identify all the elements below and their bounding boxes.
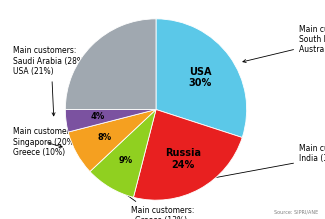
Text: Main customers:
Singapore (20%),
Greece (10%): Main customers: Singapore (20%), Greece …: [13, 127, 79, 157]
Text: 4%: 4%: [90, 112, 105, 121]
Text: USA
30%: USA 30%: [188, 67, 212, 88]
Text: Main customers:
India (33%), China (16%): Main customers: India (33%), China (16%): [209, 144, 325, 180]
Wedge shape: [156, 19, 247, 138]
Text: Russia
24%: Russia 24%: [165, 148, 201, 170]
Text: 8%: 8%: [97, 133, 111, 142]
Wedge shape: [65, 110, 156, 132]
Wedge shape: [65, 19, 156, 110]
Text: Source: SIPRI/ANE: Source: SIPRI/ANE: [274, 210, 318, 215]
Text: Germany: Germany: [128, 155, 177, 165]
Wedge shape: [68, 110, 156, 171]
Text: Main customers:
Saudi Arabia (28%),
USA (21%): Main customers: Saudi Arabia (28%), USA …: [13, 46, 89, 116]
Text: France: France: [66, 115, 103, 125]
Text: UK: UK: [90, 89, 105, 99]
Text: 9%: 9%: [119, 156, 133, 165]
Text: Main customers:
Greece (13%),
South Korea (10%): Main customers: Greece (13%), South Kore…: [107, 180, 198, 219]
Text: Main customers:
South Korea (14%),
Australia (10%): Main customers: South Korea (14%), Austr…: [243, 25, 325, 62]
Wedge shape: [134, 110, 242, 200]
Wedge shape: [90, 110, 156, 197]
